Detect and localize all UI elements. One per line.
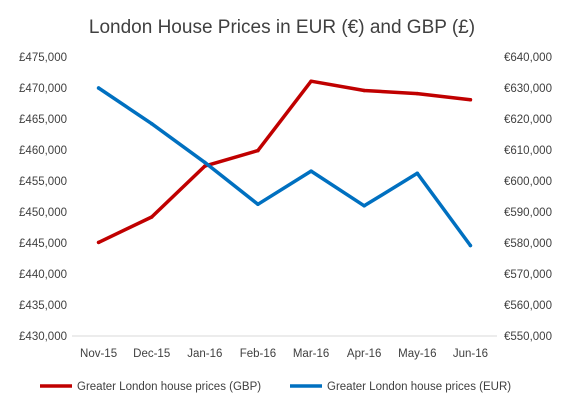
chart-title: London House Prices in EUR (€) and GBP (…: [89, 17, 475, 38]
x-tick-label: May-16: [398, 348, 436, 360]
x-tick-label: Apr-16: [347, 348, 382, 360]
y-right-tick-label: €640,000: [504, 52, 552, 64]
y-right-tick-label: €610,000: [504, 145, 552, 157]
y-left-tick-label: £435,000: [19, 300, 67, 312]
data-point: [468, 98, 473, 102]
y-right-tick-label: €620,000: [504, 114, 552, 126]
y-left-tick-label: £475,000: [19, 52, 67, 64]
data-point: [149, 215, 154, 219]
y-left-tick-label: £455,000: [19, 176, 67, 188]
data-point: [468, 243, 473, 248]
y-left-tick-label: £445,000: [19, 238, 67, 250]
y-right-tick-label: €630,000: [504, 83, 552, 95]
x-tick-label: Jun-16: [453, 348, 488, 360]
series-line-eur: [96, 86, 473, 248]
y-left-tick-label: £470,000: [19, 83, 67, 95]
data-point: [415, 171, 420, 176]
legend: Greater London house prices (GBP) Greater…: [40, 381, 511, 393]
legend-label: Greater London house prices (EUR): [327, 381, 511, 393]
y-left-tick-label: £440,000: [19, 269, 67, 281]
data-point: [96, 86, 101, 90]
y-left-ticks: £430,000 £435,000 £440,000 £445,000 £450,000…: [19, 52, 67, 343]
series-line-gbp: [96, 79, 473, 245]
data-point: [256, 148, 260, 153]
data-point: [256, 202, 260, 207]
y-right-tick-label: €600,000: [504, 176, 552, 188]
data-point: [149, 121, 154, 126]
x-tick-label: Feb-16: [240, 348, 276, 360]
data-point: [362, 204, 366, 208]
x-ticks: Nov-15 Dec-15 Jan-16 Feb-16 Mar-16 Apr-16 May-…: [80, 348, 488, 360]
data-point: [309, 79, 313, 83]
series-layer: [96, 79, 473, 248]
y-left-tick-label: £430,000: [19, 331, 67, 343]
y-left-tick-label: £450,000: [19, 207, 67, 219]
y-left-tick-label: £465,000: [19, 114, 67, 126]
x-tick-label: Mar-16: [293, 348, 329, 360]
data-point: [309, 169, 313, 173]
x-tick-label: Dec-15: [133, 348, 170, 360]
y-right-tick-label: €580,000: [504, 238, 552, 250]
x-tick-label: Jan-16: [187, 348, 222, 360]
data-point: [415, 91, 420, 96]
data-point: [96, 240, 101, 245]
y-right-tick-label: €550,000: [504, 331, 552, 343]
data-point: [203, 160, 207, 165]
y-right-ticks: €550,000 €560,000 €570,000 €580,000 €590,000…: [504, 52, 552, 343]
x-tick-label: Nov-15: [80, 348, 117, 360]
y-left-tick-label: £460,000: [19, 145, 67, 157]
data-point: [362, 88, 366, 93]
y-right-tick-label: €560,000: [504, 300, 552, 312]
y-right-tick-label: €570,000: [504, 269, 552, 281]
legend-label: Greater London house prices (GBP): [77, 381, 261, 393]
y-right-tick-label: €590,000: [504, 207, 552, 219]
